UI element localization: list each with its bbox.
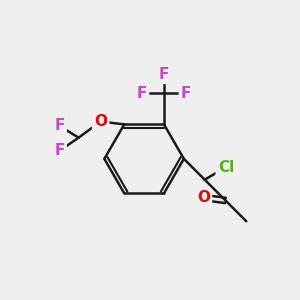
Text: F: F (181, 86, 191, 101)
Text: O: O (94, 114, 107, 129)
Text: Cl: Cl (218, 160, 234, 175)
Text: F: F (159, 67, 169, 82)
Text: F: F (54, 143, 64, 158)
Text: F: F (137, 86, 147, 101)
Text: O: O (197, 190, 210, 205)
Text: F: F (54, 118, 64, 134)
